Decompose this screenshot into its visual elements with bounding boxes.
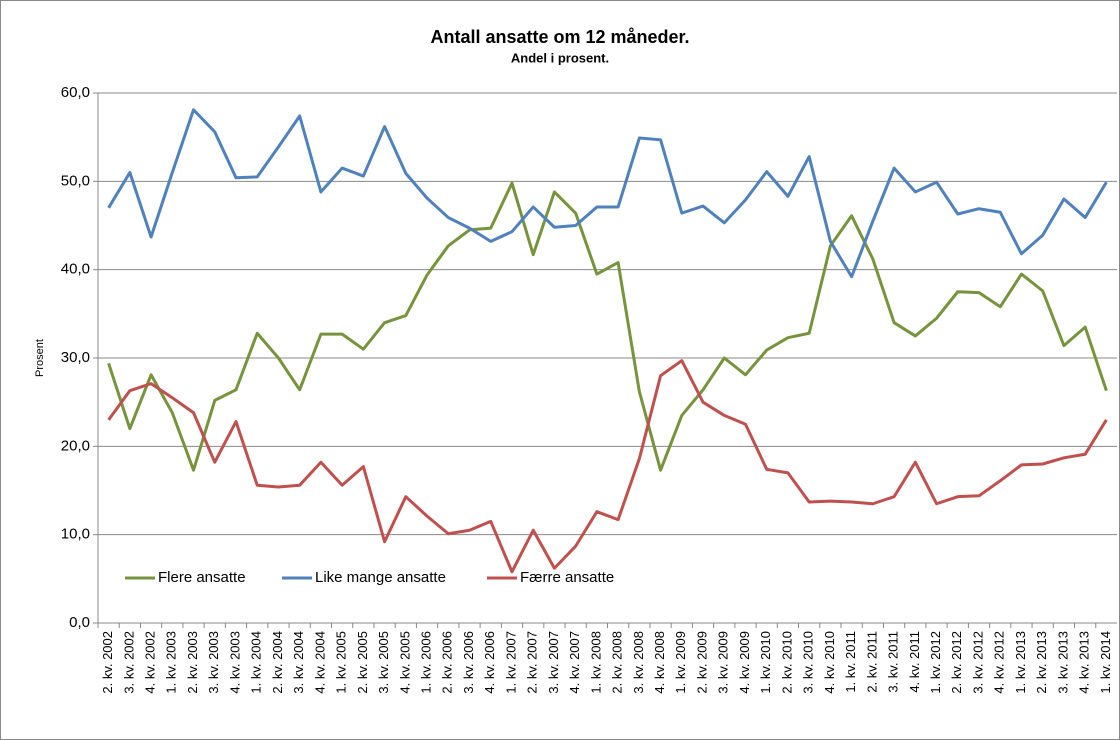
x-tick-label: 1. kv. 2009 — [673, 631, 688, 694]
y-tick-label: 40,0 — [61, 261, 90, 278]
x-tick-label: 2. kv. 2004 — [270, 631, 285, 694]
y-tick-label: 10,0 — [61, 526, 90, 543]
x-tick-label: 4. kv. 2013 — [1077, 631, 1092, 694]
x-tick-label: 1. kv. 2012 — [928, 631, 943, 694]
x-tick-label: 1. kv. 2013 — [1013, 631, 1028, 694]
line-series — [107, 181, 1108, 472]
chart-subtitle: Andel i prosent. — [511, 50, 609, 65]
y-tick-label: 20,0 — [61, 437, 90, 454]
y-tick-label: 0,0 — [69, 614, 90, 631]
x-tick-label: 4. kv. 2012 — [992, 631, 1007, 694]
chart-title: Antall ansatte om 12 måneder. — [430, 27, 689, 47]
x-tick-label: 4. kv. 2008 — [652, 631, 667, 694]
x-tick-label: 1. kv. 2014 — [1098, 631, 1113, 694]
x-tick-label: 3. kv. 2008 — [631, 631, 646, 694]
x-tick-label: 1. kv. 2006 — [418, 631, 433, 694]
x-tick-label: 4. kv. 2009 — [737, 631, 752, 694]
x-tick-label: 2. kv. 2008 — [610, 631, 625, 694]
x-tick-label: 4. kv. 2002 — [143, 631, 158, 694]
line-series — [107, 359, 1108, 574]
x-tick-label: 4. kv. 2004 — [312, 631, 327, 694]
x-tick-label: 2. kv. 2012 — [949, 631, 964, 694]
legend-label: Færre ansatte — [520, 569, 614, 586]
legend-label: Flere ansatte — [158, 569, 246, 586]
x-tick-label: 1. kv. 2011 — [843, 631, 858, 693]
x-tick-label: 3. kv. 2003 — [206, 631, 221, 694]
x-tick-label: 3. kv. 2002 — [121, 631, 136, 694]
x-tick-label: 4. kv. 2011 — [907, 631, 922, 693]
x-tick-label: 3. kv. 2012 — [970, 631, 985, 694]
x-tick-label: 2. kv. 2005 — [355, 631, 370, 694]
x-tick-label: 1. kv. 2010 — [758, 631, 773, 694]
x-tick-label: 3. kv. 2013 — [1055, 631, 1070, 694]
x-tick-label: 2. kv. 2007 — [525, 631, 540, 694]
x-tick-label: 3. kv. 2010 — [801, 631, 816, 694]
x-tick-label: 2. kv. 2013 — [1034, 631, 1049, 694]
x-tick-label: 4. kv. 2006 — [482, 631, 497, 694]
x-tick-label: 2. kv. 2002 — [100, 631, 115, 694]
y-tick-label: 30,0 — [61, 349, 90, 366]
x-tick-label: 1. kv. 2003 — [164, 631, 179, 694]
line-series — [107, 108, 1108, 279]
y-axis-label: Prosent — [34, 339, 46, 377]
x-tick-label: 4. kv. 2010 — [822, 631, 837, 694]
x-tick-label: 1. kv. 2008 — [588, 631, 603, 694]
y-tick-label: 60,0 — [61, 84, 90, 101]
x-tick-label: 1. kv. 2007 — [503, 631, 518, 694]
x-tick-label: 3. kv. 2007 — [546, 631, 561, 694]
x-tick-label: 3. kv. 2004 — [291, 631, 306, 694]
x-tick-label: 1. kv. 2005 — [334, 631, 349, 694]
legend-label: Like mange ansatte — [315, 569, 446, 586]
x-tick-label: 4. kv. 2003 — [227, 631, 242, 694]
x-tick-label: 1. kv. 2004 — [249, 631, 264, 694]
y-tick-label: 50,0 — [61, 172, 90, 189]
x-tick-label: 2. kv. 2009 — [694, 631, 709, 694]
x-tick-label: 3. kv. 2009 — [716, 631, 731, 694]
x-tick-label: 3. kv. 2011 — [886, 631, 901, 693]
x-tick-label: 2. kv. 2011 — [864, 631, 879, 693]
x-tick-label: 3. kv. 2006 — [461, 631, 476, 694]
x-tick-label: 2. kv. 2010 — [779, 631, 794, 694]
x-tick-label: 4. kv. 2005 — [397, 631, 412, 694]
x-tick-label: 3. kv. 2005 — [376, 631, 391, 694]
x-tick-label: 4. kv. 2007 — [567, 631, 582, 694]
x-tick-label: 2. kv. 2006 — [440, 631, 455, 694]
x-tick-label: 2. kv. 2003 — [185, 631, 200, 694]
